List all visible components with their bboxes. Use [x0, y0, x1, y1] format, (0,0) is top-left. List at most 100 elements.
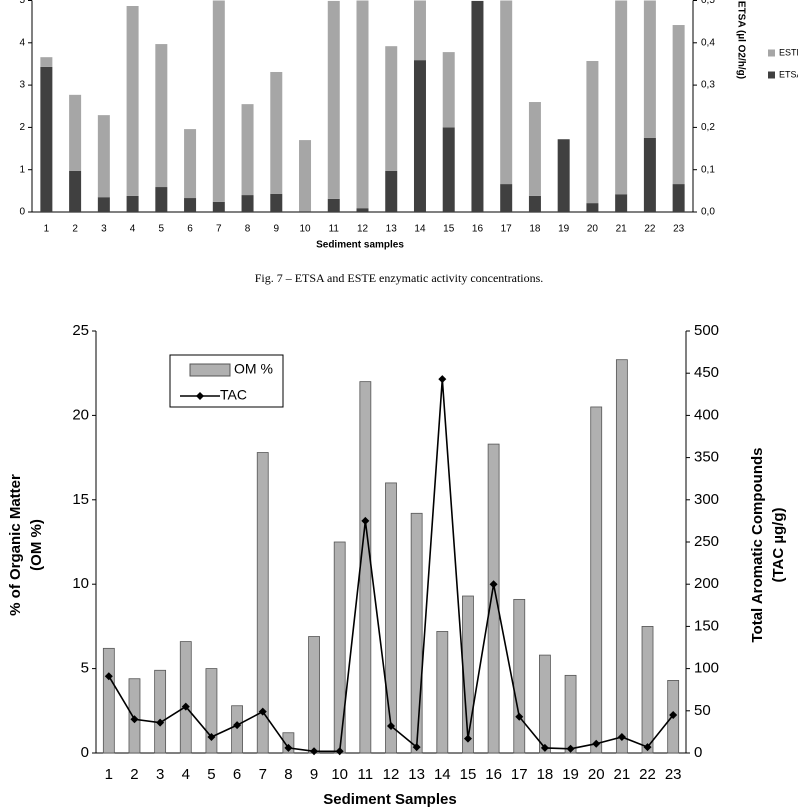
bar-segment — [155, 187, 168, 212]
bar-segment — [299, 211, 312, 212]
bar — [641, 626, 654, 754]
bar-segment — [126, 5, 139, 196]
x-tick-label: 9 — [274, 224, 280, 235]
bar-segment — [212, 0, 225, 202]
x-tick-label: 16 — [485, 766, 502, 783]
x-tick-label: 3 — [156, 766, 164, 783]
x-tick-label: 3 — [101, 224, 107, 235]
y2-tick-label: 50 — [694, 702, 711, 719]
line-marker — [335, 747, 344, 756]
legend-label: OM % — [234, 361, 273, 377]
x-tick-label: 14 — [414, 224, 426, 235]
x-tick-label: 12 — [383, 766, 400, 783]
x-tick-label: 1 — [105, 766, 113, 783]
x-tick-label: 15 — [443, 224, 455, 235]
bar-segment — [356, 208, 369, 212]
bar — [102, 647, 115, 754]
x-tick-label: 18 — [537, 766, 554, 783]
y2-tick-label: 450 — [694, 364, 719, 381]
bar — [410, 512, 423, 754]
line-marker — [463, 734, 472, 743]
y-tick-label: 10 — [72, 575, 89, 592]
bar-segment — [40, 57, 53, 67]
bar-segment — [413, 0, 426, 61]
y2-tick-label: 500 — [694, 322, 719, 339]
bar-segment — [212, 201, 225, 212]
x-tick-label: 5 — [207, 766, 215, 783]
y-tick-label: 15 — [72, 491, 89, 508]
bar-segment — [528, 102, 541, 196]
bar — [462, 595, 474, 754]
bar-segment — [356, 0, 369, 209]
y2-tick-label: 200 — [694, 575, 719, 592]
bar — [590, 406, 603, 754]
x-tick-label: 10 — [299, 224, 311, 235]
y2-tick-label: 0 — [694, 744, 702, 761]
x-tick-label: 6 — [187, 224, 193, 235]
bar — [179, 641, 192, 754]
x-tick-label: 13 — [386, 224, 398, 235]
legend-label: ETSA — [779, 69, 798, 79]
bar-segment — [586, 60, 599, 204]
bar-segment — [97, 115, 110, 198]
bar — [282, 732, 295, 754]
y2-tick-label: 100 — [694, 660, 719, 677]
y-tick-label: 0 — [19, 207, 25, 218]
line-marker — [540, 743, 549, 752]
line-marker — [412, 743, 421, 752]
y2-tick-label: 0,2 — [701, 122, 715, 133]
y2-axis-title: (TAC µg/g) — [770, 507, 787, 582]
bar-segment — [97, 197, 110, 212]
bar-segment — [615, 194, 628, 212]
x-tick-label: 15 — [460, 766, 477, 783]
line-marker — [617, 732, 626, 741]
line-marker — [156, 718, 165, 727]
line-marker — [669, 711, 678, 720]
y2-axis-title: ETSA (µl O2/h/g) — [735, 1, 746, 79]
y2-tick-label: 400 — [694, 406, 719, 423]
line-marker — [181, 702, 190, 711]
x-tick-label: 8 — [245, 224, 251, 235]
y-tick-label: 25 — [72, 322, 89, 339]
bar-segment — [126, 195, 139, 212]
legend-marker — [196, 392, 204, 400]
x-tick-label: 19 — [562, 766, 579, 783]
y2-tick-label: 0,4 — [701, 37, 715, 48]
x-tick-label: 22 — [644, 224, 656, 235]
bar — [487, 443, 500, 754]
bar-segment — [528, 195, 541, 212]
x-tick-label: 7 — [259, 766, 267, 783]
y-axis-title: % of Organic Matter — [7, 474, 24, 616]
y2-axis-title: Total Aromatic Compounds — [749, 448, 766, 643]
line-marker — [130, 715, 139, 724]
bar-segment — [155, 44, 168, 188]
bar — [385, 482, 397, 754]
bar — [154, 669, 167, 754]
line-marker — [438, 375, 447, 384]
bar-segment — [385, 170, 398, 212]
bar-segment — [327, 198, 340, 212]
y-axis-title: (OM %) — [28, 519, 45, 571]
bar-segment — [672, 25, 685, 185]
bar-segment — [413, 60, 426, 212]
x-tick-label: 20 — [588, 766, 605, 783]
x-tick-label: 17 — [501, 224, 513, 235]
bar — [359, 381, 372, 754]
line-marker — [515, 712, 524, 721]
legend-swatch — [189, 363, 231, 377]
bar — [539, 654, 551, 754]
bar — [564, 674, 577, 754]
bar — [256, 452, 269, 754]
legend-label: ESTE — [779, 47, 798, 57]
x-tick-label: 18 — [529, 224, 541, 235]
y2-tick-label: 0,5 — [701, 0, 715, 6]
y-tick-label: 5 — [19, 0, 25, 6]
line-marker — [387, 721, 395, 730]
bar — [436, 631, 449, 754]
legend-label: TAC — [220, 387, 247, 403]
bar — [308, 636, 320, 754]
x-tick-label: 2 — [72, 224, 78, 235]
y2-tick-label: 0,1 — [701, 164, 715, 175]
legend-box — [169, 354, 284, 408]
